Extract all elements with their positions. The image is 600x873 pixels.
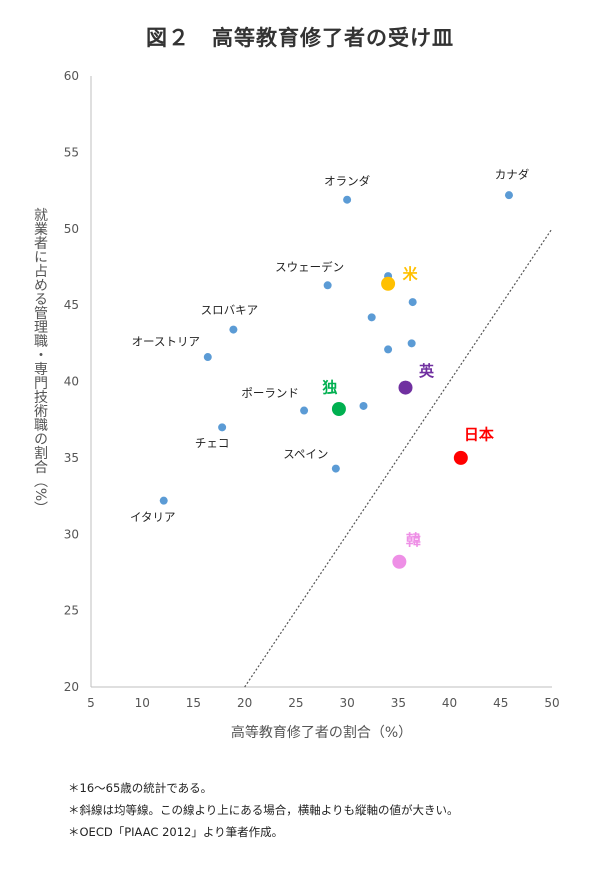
data-point xyxy=(381,276,396,291)
x-axis-label: 高等教育修了者の割合（%） xyxy=(231,724,412,741)
y-tick-label: 25 xyxy=(64,604,79,618)
data-point xyxy=(229,325,238,334)
y-tick-label: 20 xyxy=(64,680,79,694)
x-tick-label: 10 xyxy=(135,696,150,710)
y-tick-label: 40 xyxy=(64,375,79,389)
x-tick-label: 5 xyxy=(87,696,95,710)
chart-title: 図２ 高等教育修了者の受け皿 xyxy=(146,26,454,50)
y-axis-label: 就業者に占める管理職・専門技術職の割合（%） xyxy=(32,208,48,515)
y-tick-label: 60 xyxy=(64,69,79,83)
data-point xyxy=(331,464,340,473)
y-tick-label: 35 xyxy=(64,451,79,465)
data-point xyxy=(367,313,376,322)
x-tick-label: 35 xyxy=(391,696,406,710)
point-label: オーストリア xyxy=(132,335,200,349)
data-point xyxy=(407,339,416,348)
x-tick-label: 20 xyxy=(237,696,252,710)
point-label: 韓 xyxy=(406,531,421,549)
point-label: ポーランド xyxy=(241,386,299,400)
notes: ＊16～65歳の統計である。 ＊斜線は均等線。この線より上にある場合，横軸よりも… xyxy=(68,777,459,843)
y-tick-label: 30 xyxy=(64,527,79,541)
data-point xyxy=(392,554,407,569)
x-tick-label: 45 xyxy=(493,696,508,710)
x-tick-label: 40 xyxy=(442,696,457,710)
x-tick-label: 25 xyxy=(288,696,303,710)
data-point xyxy=(218,423,227,432)
point-label: スロバキア xyxy=(201,303,259,317)
data-point xyxy=(343,195,352,204)
data-point xyxy=(359,401,368,410)
data-point xyxy=(384,345,393,354)
point-label: チェコ xyxy=(195,436,230,450)
data-point xyxy=(159,496,168,505)
point-label: 米 xyxy=(403,265,419,283)
point-label: 独 xyxy=(322,378,337,396)
note-age: ＊16～65歳の統計である。 xyxy=(68,781,213,795)
y-tick-label: 55 xyxy=(64,145,79,159)
x-tick-label: 30 xyxy=(339,696,354,710)
data-point xyxy=(408,298,417,307)
data-point xyxy=(203,353,212,362)
point-label: スペイン xyxy=(283,447,328,461)
data-point xyxy=(504,191,513,200)
data-point xyxy=(331,401,346,416)
y-tick-label: 50 xyxy=(64,222,79,236)
point-label: スウェーデン xyxy=(275,260,344,274)
data-point xyxy=(323,281,332,290)
note-diagonal: ＊斜線は均等線。この線より上にある場合，横軸よりも縦軸の値が大きい。 xyxy=(68,803,459,817)
data-point xyxy=(398,380,413,395)
x-tick-label: 15 xyxy=(186,696,201,710)
point-label: カナダ xyxy=(495,168,530,182)
note-source: ＊OECD「PIAAC 2012」より筆者作成。 xyxy=(68,825,284,839)
point-label: オランダ xyxy=(324,174,370,188)
y-tick-label: 45 xyxy=(64,298,79,312)
point-label: イタリア xyxy=(130,510,176,524)
x-tick-label: 50 xyxy=(544,696,559,710)
data-point xyxy=(300,406,309,415)
data-point xyxy=(453,450,468,465)
point-label: 日本 xyxy=(464,425,494,443)
point-label: 英 xyxy=(419,362,435,380)
